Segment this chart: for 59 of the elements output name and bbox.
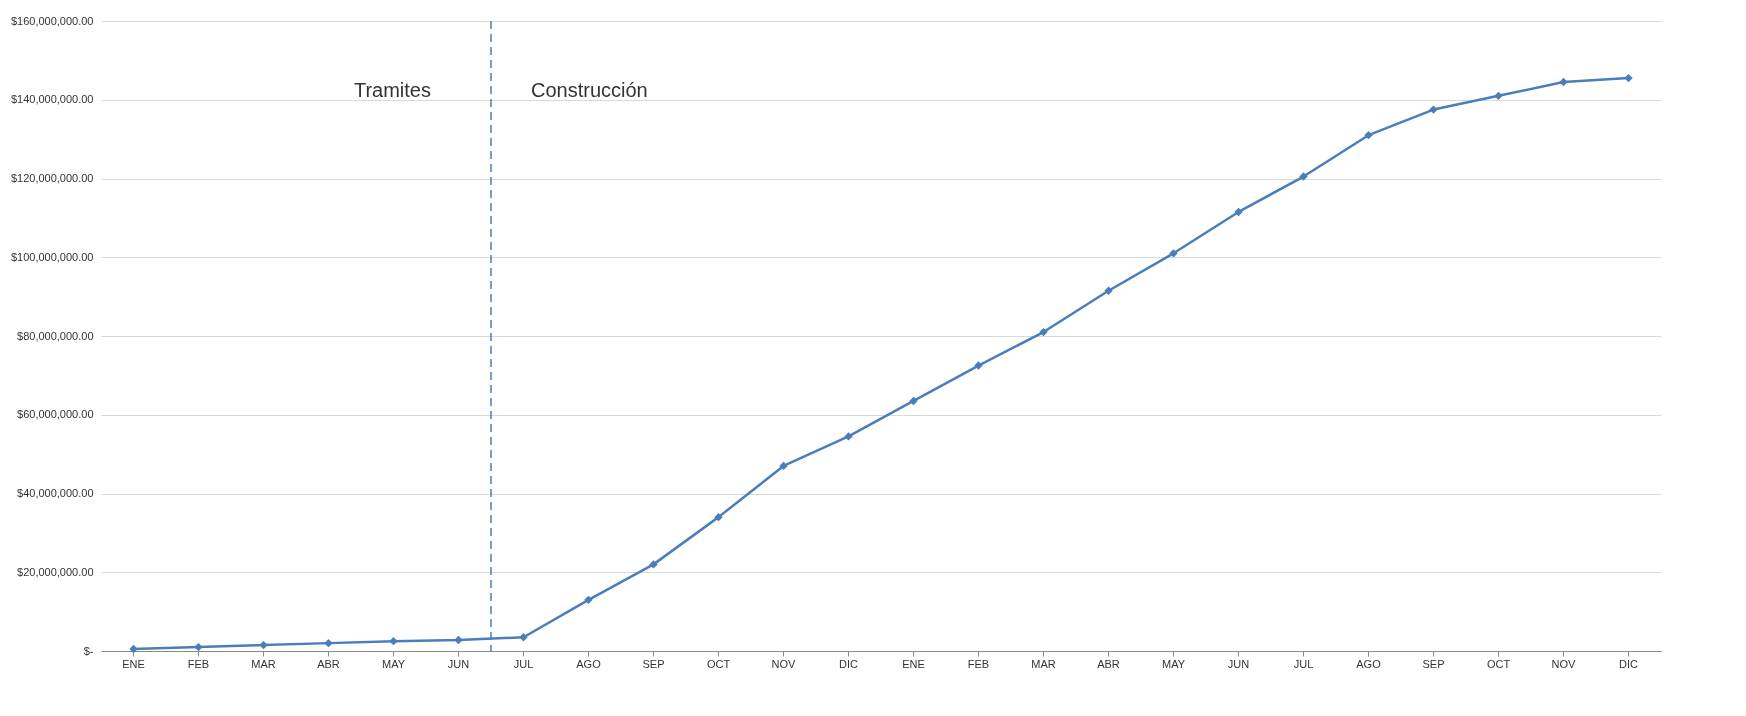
- point: [974, 361, 983, 370]
- x-tick-label: JUL: [513, 657, 534, 670]
- point: [389, 636, 398, 646]
- point: [324, 638, 333, 648]
- x-tick-label: FEB: [967, 657, 990, 670]
- x-tick-label: MAY: [381, 657, 406, 670]
- y-tick-label: $40,000,000.00: [17, 487, 94, 499]
- x-tick-label: AGO: [576, 657, 602, 670]
- x-tick-label: ENE: [902, 657, 925, 670]
- x-tick-label: DIC: [1619, 657, 1639, 670]
- y-tick-label: $20,000,000.00: [17, 565, 94, 578]
- x-tick-label: FEB: [187, 657, 210, 670]
- point: [909, 396, 918, 406]
- annotation: Tramites: [353, 79, 431, 101]
- point: [714, 512, 723, 522]
- x-tick-label: MAR: [251, 657, 276, 670]
- point: [259, 640, 268, 650]
- point: [1039, 327, 1048, 337]
- x-tick-label: NOV: [1551, 657, 1577, 670]
- y-tick-label: $60,000,000.00: [17, 408, 94, 421]
- x-tick-label: JUN: [447, 657, 470, 670]
- annotation: Construcción: [531, 79, 648, 101]
- y-tick-label: $160,000,000.00: [10, 14, 94, 27]
- x-tick-label: DIC: [839, 657, 859, 670]
- point: [1234, 207, 1243, 217]
- x-tick-label: ENE: [122, 657, 145, 670]
- point: [194, 642, 203, 652]
- point: [1429, 105, 1438, 114]
- x-tick-label: ABR: [1097, 657, 1120, 670]
- y-tick-label: $140,000,000.00: [10, 93, 94, 106]
- x-tick-label: SEP: [1422, 657, 1445, 670]
- x-tick-label: JUN: [1227, 657, 1250, 670]
- point: [844, 432, 853, 441]
- point: [1559, 77, 1568, 87]
- x-tick-label: ABR: [317, 657, 340, 670]
- point: [454, 635, 463, 645]
- y-tick-label: $-: [83, 644, 94, 657]
- point: [1104, 286, 1113, 295]
- point: [1169, 249, 1178, 258]
- y-tick-label: $120,000,000.00: [10, 172, 94, 184]
- point: [519, 633, 528, 642]
- point: [1494, 91, 1503, 100]
- point: [779, 461, 788, 471]
- x-tick-label: SEP: [642, 657, 665, 670]
- point: [584, 595, 593, 604]
- x-tick-label: NOV: [771, 657, 797, 670]
- point: [649, 560, 658, 569]
- x-tick-label: MAR: [1031, 657, 1056, 670]
- x-tick-label: OCT: [706, 657, 731, 670]
- x-tick-label: AGO: [1356, 657, 1382, 670]
- y-tick-label: $80,000,000.00: [17, 329, 94, 342]
- point: [129, 644, 138, 654]
- x-tick-label: OCT: [1486, 657, 1511, 670]
- x-tick-label: JUL: [1293, 657, 1314, 670]
- point: [1364, 131, 1373, 140]
- x-tick-label: MAY: [1161, 657, 1186, 670]
- y-tick-label: $100,000,000.00: [10, 250, 94, 263]
- point: [1624, 73, 1633, 83]
- point: [1299, 172, 1308, 181]
